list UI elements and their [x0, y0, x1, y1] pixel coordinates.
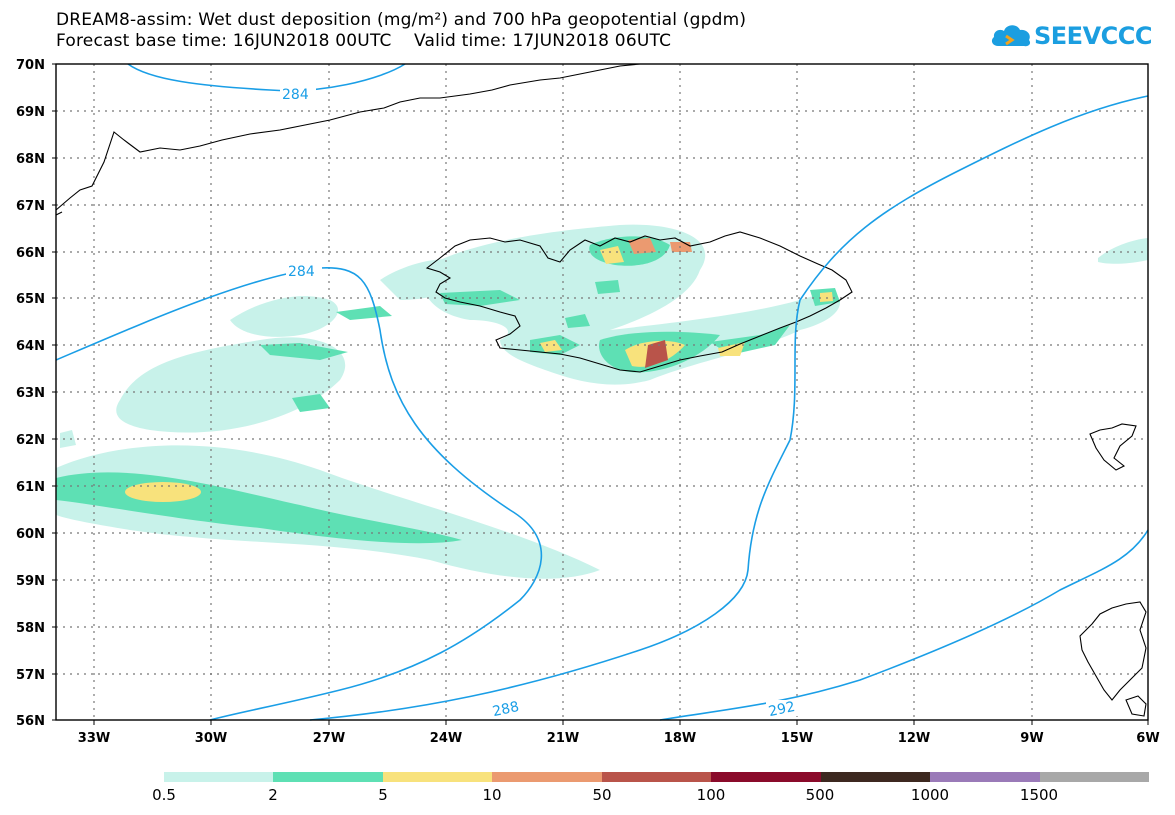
legend-swatch [820, 772, 931, 782]
legend-swatch [492, 772, 602, 782]
lon-label: 21W [547, 731, 579, 746]
legend-label: 50 [592, 786, 612, 804]
lon-label: 18W [664, 731, 696, 746]
legend-swatch [930, 772, 1040, 782]
lat-label: 57N [16, 668, 45, 683]
legend-swatch [382, 772, 493, 782]
lat-label: 68N [16, 152, 45, 167]
legend-label: 5 [378, 786, 388, 804]
lat-label: 67N [16, 199, 45, 214]
contour-label-292: 292 [767, 699, 796, 720]
lon-label: 6W [1136, 731, 1159, 746]
lat-label: 63N [16, 386, 45, 401]
map-title: DREAM8-assim: Wet dust deposition (mg/m²… [56, 10, 747, 30]
lon-label: 33W [78, 731, 110, 746]
map-plot: 284 284 288 292 70N 69N 68N 67N 66N 65N … [16, 58, 1160, 746]
lon-label: 30W [195, 731, 227, 746]
lat-label: 66N [16, 246, 45, 261]
lat-label: 59N [16, 574, 45, 589]
axis-ticks [52, 63, 1149, 725]
lat-label: 69N [16, 105, 45, 120]
lon-label: 24W [430, 731, 462, 746]
legend-label: 10 [482, 786, 502, 804]
cloud-icon [991, 25, 1031, 47]
deposition-shading [56, 224, 1148, 579]
lat-label: 56N [16, 714, 45, 729]
lat-label: 64N [16, 339, 45, 354]
legend-label: 1000 [910, 786, 950, 804]
lon-label: 9W [1020, 731, 1043, 746]
longitude-labels: 33W 30W 27W 24W 21W 18W 15W 12W 9W 6W [78, 731, 1160, 746]
lat-label: 70N [16, 58, 45, 73]
lon-label: 15W [781, 731, 813, 746]
legend-label: 1500 [1019, 786, 1059, 804]
legend-label: 0.5 [152, 786, 176, 804]
legend-label: 2 [268, 786, 278, 804]
contour-label-284-west: 284 [288, 264, 315, 280]
contour-label-288: 288 [491, 699, 520, 720]
legend-swatch [711, 772, 821, 782]
lat-label: 58N [16, 621, 45, 636]
lon-label: 27W [313, 731, 345, 746]
map-subtitle: Forecast base time: 16JUN2018 00UTC Vali… [56, 31, 672, 51]
coastlines [55, 63, 1147, 717]
lat-label: 60N [16, 527, 45, 542]
contour-label-284-north: 284 [282, 87, 309, 103]
legend-label: 100 [696, 786, 726, 804]
legend-swatch [273, 772, 383, 782]
lat-label: 65N [16, 292, 45, 307]
legend-labels: 0.5 2 5 10 50 100 500 1000 1500 [0, 786, 1175, 806]
seevccc-logo: SEEVCCC [990, 20, 1153, 56]
lon-label: 12W [898, 731, 930, 746]
lat-label: 61N [16, 480, 45, 495]
legend-label: 500 [805, 786, 835, 804]
contour-labels: 284 284 288 292 [280, 86, 802, 720]
logo-text: SEEVCCC [1034, 22, 1153, 50]
lat-label: 62N [16, 433, 45, 448]
latitude-labels: 70N 69N 68N 67N 66N 65N 64N 63N 62N 61N … [16, 58, 45, 729]
color-legend [164, 772, 1149, 782]
graticule [56, 64, 1148, 720]
legend-swatch [164, 772, 274, 782]
legend-swatch [601, 772, 712, 782]
legend-swatch [1039, 772, 1149, 782]
